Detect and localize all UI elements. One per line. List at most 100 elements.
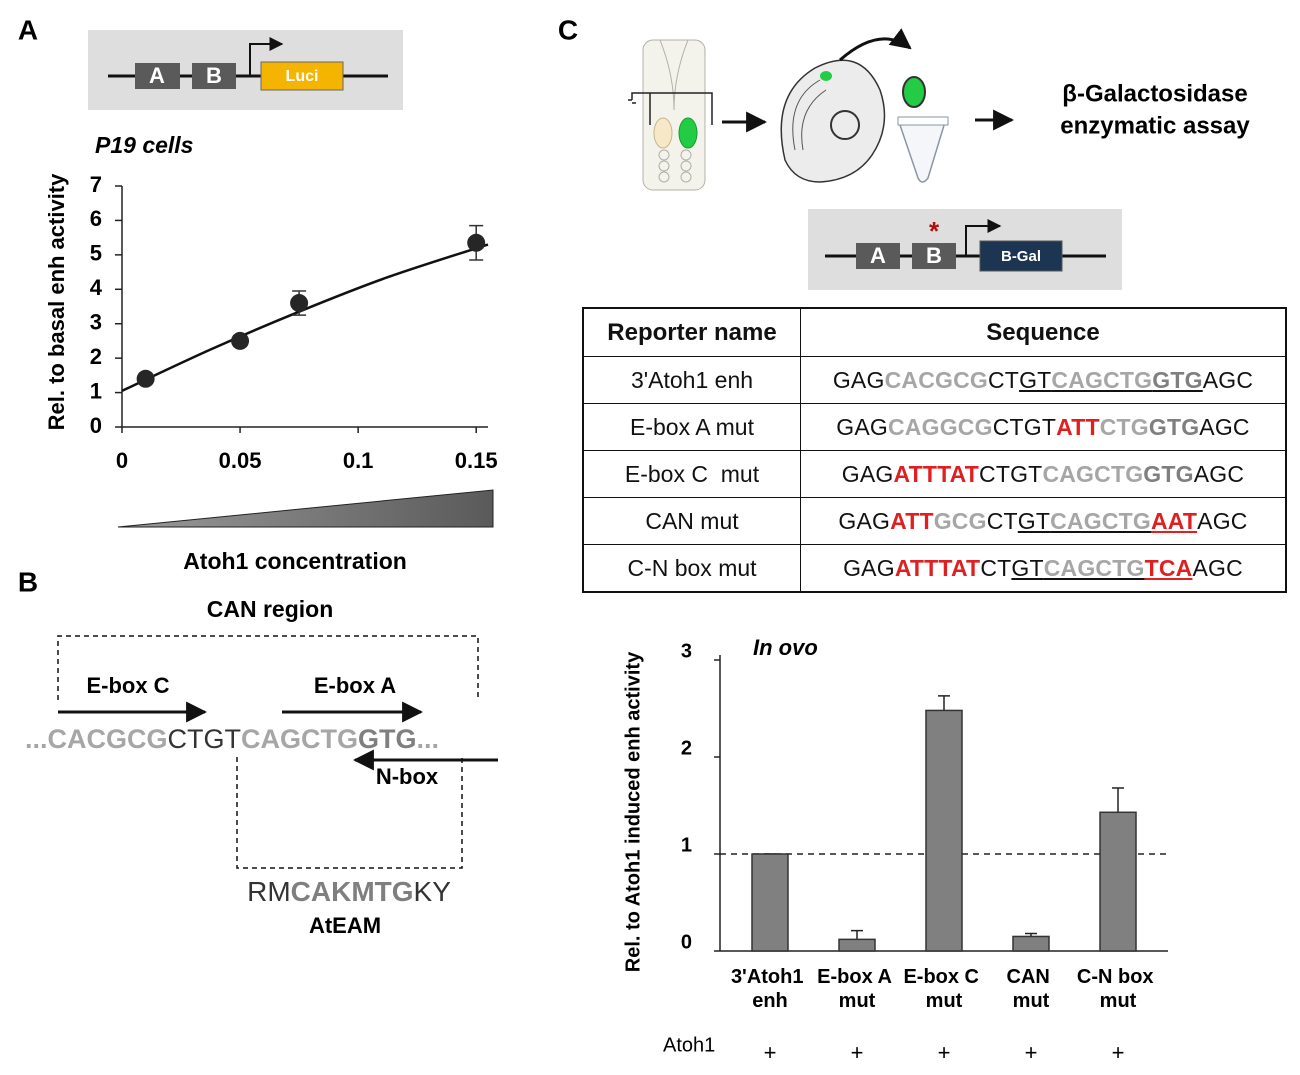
- assay-label: enzymatic assay: [1060, 112, 1250, 139]
- embryo: [780, 59, 886, 183]
- sequence-segment: CT: [980, 554, 1012, 581]
- table-row: 3'Atoh1 enh GAGCACGCGCTGTCAGCTGGTGAGC: [582, 356, 1287, 404]
- promoter-arrow: [249, 37, 284, 76]
- element-label: A: [870, 243, 886, 268]
- x-tick-label: 3'Atoh1 enh: [731, 966, 809, 1012]
- x-tick-label: 0.05: [219, 448, 262, 473]
- sequence-segment: CACGCG: [884, 366, 988, 393]
- x-tick-label: C-N box mut: [1077, 966, 1159, 1012]
- sequence-segment: CAGCTG: [241, 724, 358, 754]
- sequence-segment: CT: [988, 366, 1020, 393]
- dissection-arrow: [839, 28, 912, 62]
- mutation-mark: *: [929, 216, 940, 246]
- chart-title: In ovo: [753, 635, 818, 660]
- element-box: [135, 63, 180, 89]
- sequence-segment: AGC: [1197, 507, 1248, 534]
- sequence-segment: GAG: [841, 460, 894, 487]
- tube-cap: [897, 116, 949, 126]
- sequence-segment: GAG: [843, 554, 895, 581]
- sequence-segment: AGC: [1193, 460, 1245, 487]
- table-row: C-N box mut GAGATTTATCTGTCAGCTGTCAAGC: [582, 544, 1287, 593]
- sequence-segment: GT: [1011, 554, 1044, 581]
- reporter-name: C-N box mut: [582, 544, 801, 593]
- y-tick-label: 4: [90, 275, 103, 300]
- sequence-segment: CAGCTG: [1050, 507, 1151, 534]
- electroporated-half: [678, 117, 698, 149]
- motif-label: E-box C: [86, 673, 169, 698]
- embryo-schematic: [642, 39, 706, 191]
- reporter-name: CAN mut: [582, 497, 801, 545]
- sequence-segment: GT: [1017, 507, 1051, 534]
- bar: [925, 709, 963, 952]
- sequence-segment: TCA: [1144, 554, 1193, 581]
- sequence-segment: CTGT: [168, 724, 242, 754]
- data-point: [467, 233, 486, 252]
- neural-tube-half: [653, 117, 673, 149]
- y-tick-label: 3: [90, 310, 102, 335]
- sequence-segment: GAG: [832, 366, 885, 393]
- element-box: [912, 243, 956, 269]
- y-tick-label: 1: [681, 834, 692, 856]
- sequence-segment: CT: [986, 507, 1018, 534]
- reporter-label: B-Gal: [1001, 248, 1041, 265]
- consensus-bracket: [236, 757, 463, 869]
- region-bracket: [57, 635, 479, 700]
- sequence-segment: GTG: [358, 724, 417, 754]
- sequence-cell: GAGATTTATCTGTCAGCTGTCAAGC: [800, 544, 1287, 593]
- bar: [838, 938, 876, 952]
- reporter-name: E-box C mut: [582, 450, 801, 498]
- x-axis-label: Atoh1 concentration: [183, 548, 407, 574]
- header-cell: Sequence: [800, 307, 1287, 357]
- table-row: E-box C mut GAGATTTATCTGTCAGCTGGTGAGC: [582, 450, 1287, 498]
- y-tick-label: 2: [681, 737, 692, 759]
- consensus-name: AtEAM: [309, 913, 381, 938]
- sequence-segment: ATTTAT: [893, 460, 980, 487]
- sequence-table: Reporter name Sequence 3'Atoh1 enh GAGCACGC…: [582, 307, 1287, 593]
- element-box: [856, 243, 900, 269]
- treatment-value: +: [851, 1040, 864, 1065]
- neural-tube: [659, 39, 689, 111]
- reporter-box: [979, 240, 1063, 272]
- y-tick-label: 0: [681, 931, 692, 953]
- y-tick-label: 2: [90, 344, 102, 369]
- data-point: [136, 369, 155, 388]
- sequence-cell: GAGCAGGCGCTGTATTCTGGTGAGC: [800, 403, 1287, 451]
- concentration-gradient: [117, 489, 494, 528]
- sequence-segment: ...: [417, 724, 440, 754]
- sequence-segment: CTG: [1099, 413, 1149, 440]
- element-box: [192, 63, 236, 89]
- sequence-segment: GAG: [836, 413, 888, 440]
- error-bar: [851, 929, 863, 940]
- sequence-segment: AAT: [1150, 507, 1198, 534]
- panel-letter: A: [18, 14, 38, 45]
- treatment-label: Atoh1: [663, 1034, 715, 1056]
- region-label: CAN region: [207, 596, 334, 622]
- element-label: B: [206, 63, 222, 88]
- sequence-cell: GAGATTTATCTGTCAGCTGGTGAGC: [800, 450, 1287, 498]
- panel-letter: B: [18, 566, 38, 597]
- sequence-segment: GTG: [1148, 413, 1200, 440]
- header-row: Reporter name Sequence: [582, 307, 1287, 357]
- motif-label: E-box A: [314, 673, 396, 698]
- dissected-tissue: [902, 76, 926, 108]
- y-tick-label: 1: [90, 378, 102, 403]
- sequence-segment: GTG: [1143, 460, 1194, 487]
- table-row: E-box A mut GAGCAGGCGCTGTATTCTGGTGAGC: [582, 403, 1287, 451]
- sequence: ...CACGCGCTGTCAGCTGGTG...: [25, 724, 439, 754]
- data-point: [231, 331, 250, 350]
- data-point: [290, 294, 309, 313]
- sequence-segment: ...CACGCG: [25, 724, 168, 754]
- y-tick-label: 6: [90, 206, 102, 231]
- tube: [898, 121, 947, 183]
- y-tick-label: 3: [681, 640, 692, 662]
- sequence-segment: RM: [247, 876, 291, 907]
- sequence-segment: CTGT: [992, 413, 1057, 440]
- sequence-segment: CAKMTG: [291, 876, 414, 907]
- reporter-name: E-box A mut: [582, 403, 801, 451]
- sequence-segment: GTG: [1152, 366, 1203, 393]
- assay-label: β-Galactosidase: [1062, 80, 1247, 107]
- treatment-value: +: [1112, 1040, 1125, 1065]
- sequence-segment: CAGCTG: [1051, 366, 1153, 393]
- x-tick-label: E-box C mut: [903, 966, 984, 1012]
